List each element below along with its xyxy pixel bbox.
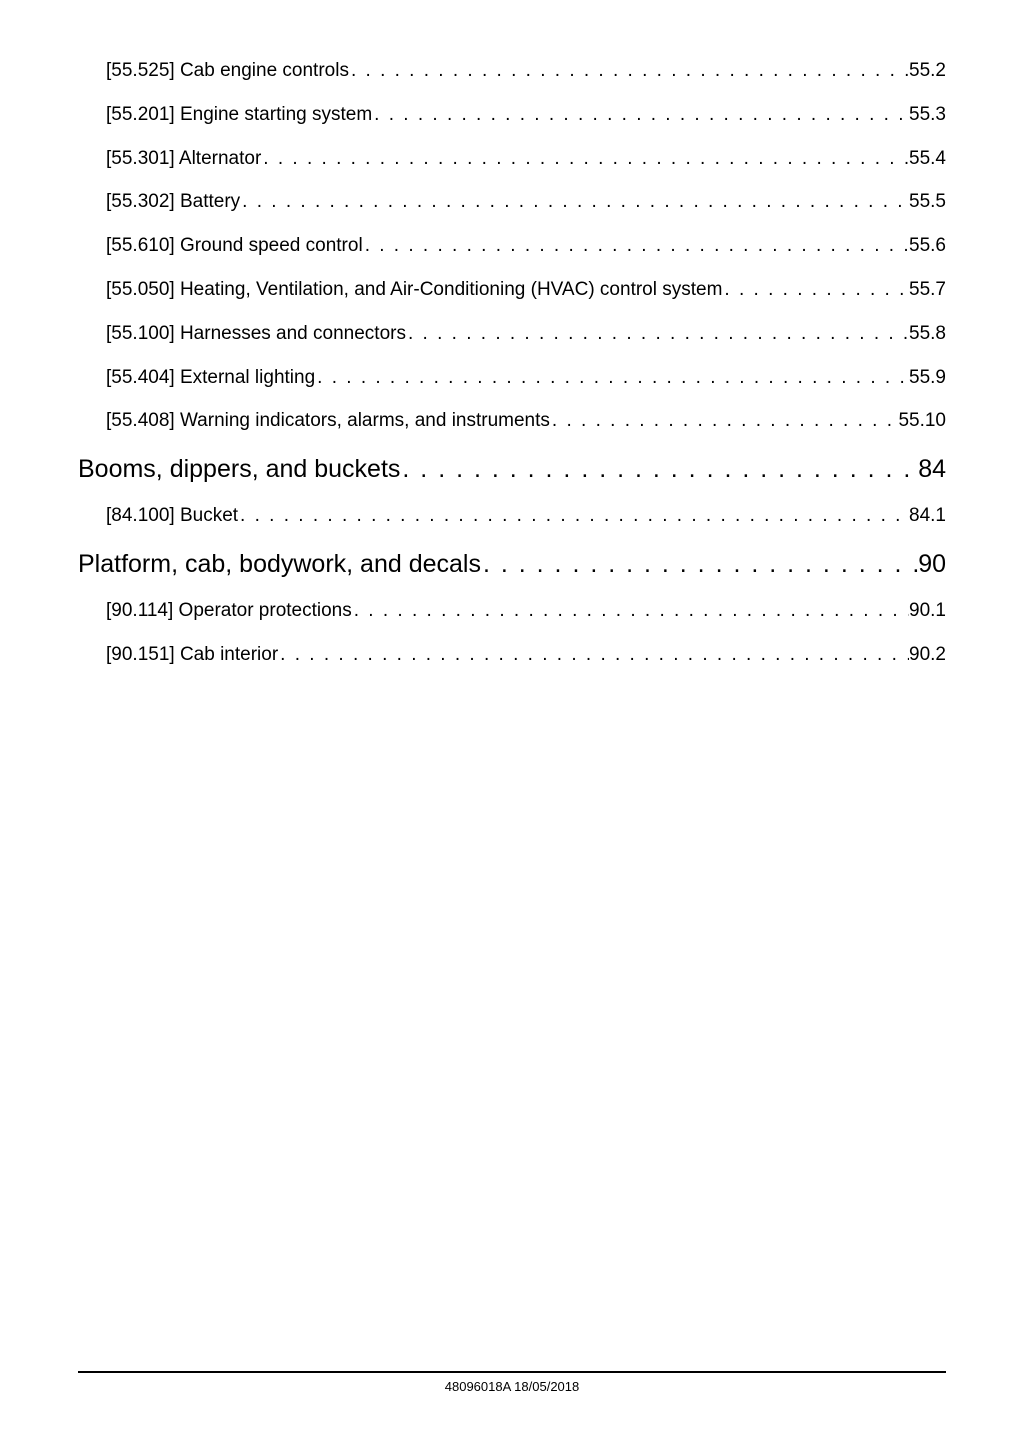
toc-entry: [55.610] Ground speed control. . . . . .… bbox=[106, 235, 946, 258]
toc-page-number: 84 bbox=[918, 454, 946, 484]
toc-entry: [55.301] Alternator. . . . . . . . . . .… bbox=[106, 148, 946, 171]
toc-section: Booms, dippers, and buckets. . . . . . .… bbox=[78, 454, 946, 484]
toc-entry: [55.404] External lighting. . . . . . . … bbox=[106, 367, 946, 390]
toc-leader-dots: . . . . . . . . . . . . . . . . . . . . … bbox=[363, 235, 909, 258]
toc-leader-dots: . . . . . . . . . . . . . . . . . . . . … bbox=[349, 60, 909, 83]
toc-label: [90.151] Cab interior bbox=[106, 644, 278, 667]
toc-entry: [55.100] Harnesses and connectors. . . .… bbox=[106, 323, 946, 346]
toc-label: [55.301] Alternator bbox=[106, 148, 261, 171]
toc-leader-dots: . . . . . . . . . . . . . . . . . . . . … bbox=[406, 323, 909, 346]
toc-section: Platform, cab, bodywork, and decals. . .… bbox=[78, 549, 946, 579]
toc-leader-dots: . . . . . . . . . . . . . . . . . . . . … bbox=[722, 279, 909, 302]
toc-page-number: 90.2 bbox=[909, 644, 946, 667]
toc-leader-dots: . . . . . . . . . . . . . . . . . . . . … bbox=[261, 148, 909, 171]
toc-label: [90.114] Operator protections bbox=[106, 600, 352, 623]
toc-leader-dots: . . . . . . . . . . . . . . . . . . . . … bbox=[315, 367, 909, 390]
toc-entry: [90.151] Cab interior. . . . . . . . . .… bbox=[106, 644, 946, 667]
toc-leader-dots: . . . . . . . . . . . . . . . . . . . . … bbox=[278, 644, 909, 667]
toc-page-number: 55.9 bbox=[909, 367, 946, 390]
page-footer: 48096018A 18/05/2018 bbox=[78, 1371, 946, 1394]
footer-rule bbox=[78, 1371, 946, 1373]
toc-entry: [84.100] Bucket. . . . . . . . . . . . .… bbox=[106, 505, 946, 528]
toc-page-number: 55.7 bbox=[909, 279, 946, 302]
toc-page-number: 55.10 bbox=[898, 410, 946, 433]
toc-page-number: 90.1 bbox=[909, 600, 946, 623]
toc-label: [55.610] Ground speed control bbox=[106, 235, 363, 258]
toc-label: [55.408] Warning indicators, alarms, and… bbox=[106, 410, 550, 433]
toc-label: Booms, dippers, and buckets bbox=[78, 454, 400, 484]
toc-page-number: 55.8 bbox=[909, 323, 946, 346]
page: [55.525] Cab engine controls. . . . . . … bbox=[0, 0, 1024, 1448]
toc-entry: [90.114] Operator protections. . . . . .… bbox=[106, 600, 946, 623]
toc-label: [55.050] Heating, Ventilation, and Air-C… bbox=[106, 279, 722, 302]
toc-label: [55.525] Cab engine controls bbox=[106, 60, 349, 83]
toc-label: [55.201] Engine starting system bbox=[106, 104, 372, 127]
toc-label: Platform, cab, bodywork, and decals bbox=[78, 549, 481, 579]
toc-leader-dots: . . . . . . . . . . . . . . . . . . . . … bbox=[481, 549, 918, 579]
toc-page-number: 55.5 bbox=[909, 191, 946, 214]
toc-entry: [55.302] Battery. . . . . . . . . . . . … bbox=[106, 191, 946, 214]
toc-entry: [55.050] Heating, Ventilation, and Air-C… bbox=[106, 279, 946, 302]
toc-leader-dots: . . . . . . . . . . . . . . . . . . . . … bbox=[238, 505, 909, 528]
toc-page-number: 55.2 bbox=[909, 60, 946, 83]
toc-label: [55.100] Harnesses and connectors bbox=[106, 323, 406, 346]
toc-page-number: 84.1 bbox=[909, 505, 946, 528]
footer-text: 48096018A 18/05/2018 bbox=[78, 1379, 946, 1394]
toc-page-number: 55.4 bbox=[909, 148, 946, 171]
toc-label: [55.302] Battery bbox=[106, 191, 240, 214]
toc-label: [84.100] Bucket bbox=[106, 505, 238, 528]
toc-label: [55.404] External lighting bbox=[106, 367, 315, 390]
toc-leader-dots: . . . . . . . . . . . . . . . . . . . . … bbox=[550, 410, 899, 433]
toc-leader-dots: . . . . . . . . . . . . . . . . . . . . … bbox=[372, 104, 909, 127]
toc-page-number: 55.3 bbox=[909, 104, 946, 127]
table-of-contents: [55.525] Cab engine controls. . . . . . … bbox=[78, 60, 946, 667]
toc-entry: [55.525] Cab engine controls. . . . . . … bbox=[106, 60, 946, 83]
toc-leader-dots: . . . . . . . . . . . . . . . . . . . . … bbox=[240, 191, 909, 214]
toc-entry: [55.408] Warning indicators, alarms, and… bbox=[106, 410, 946, 433]
toc-leader-dots: . . . . . . . . . . . . . . . . . . . . … bbox=[400, 454, 918, 484]
toc-entry: [55.201] Engine starting system. . . . .… bbox=[106, 104, 946, 127]
toc-page-number: 90 bbox=[918, 549, 946, 579]
toc-page-number: 55.6 bbox=[909, 235, 946, 258]
toc-leader-dots: . . . . . . . . . . . . . . . . . . . . … bbox=[352, 600, 909, 623]
